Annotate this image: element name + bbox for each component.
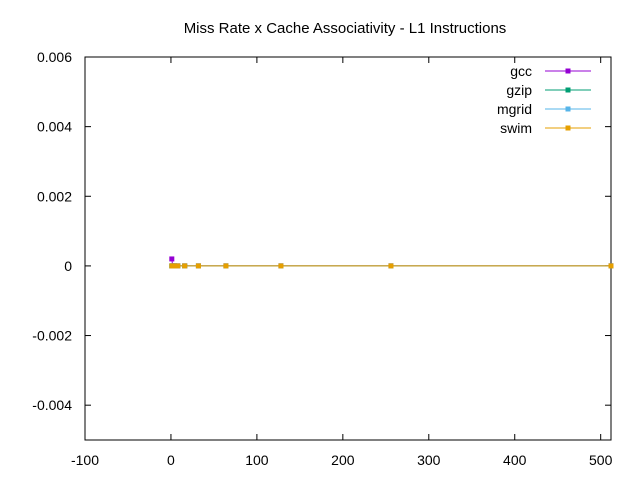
data-point-swim <box>278 263 284 269</box>
data-point-swim <box>182 263 188 269</box>
x-tick-label: 200 <box>331 452 355 468</box>
data-point-swim <box>223 263 229 269</box>
legend-label-swim: swim <box>500 120 532 136</box>
x-tick-label: -100 <box>71 452 99 468</box>
x-tick-label: 0 <box>167 452 175 468</box>
data-point-swim <box>195 263 201 269</box>
series-layer <box>169 256 614 269</box>
plot-frame <box>84 56 612 441</box>
axes: -100 0 100 200 300 400 500 -0.004 -0.002 0 0.002 0.… <box>32 49 612 468</box>
y-tick-label: 0.004 <box>37 119 72 135</box>
legend-marker-mgrid <box>565 106 571 112</box>
y-tick-label: 0.002 <box>37 188 72 204</box>
y-tick-label: 0 <box>64 258 72 274</box>
y-tick-label: 0.006 <box>37 49 72 65</box>
y-tick-label: -0.004 <box>32 397 72 413</box>
data-point-swim <box>175 263 181 269</box>
chart-title: Miss Rate x Cache Associativity - L1 Ins… <box>184 20 507 37</box>
legend-marker-swim <box>565 125 571 131</box>
data-point-gcc <box>169 256 175 262</box>
x-tick-label: 400 <box>503 452 527 468</box>
data-point-swim <box>388 263 394 269</box>
legend-marker-gcc <box>565 68 571 74</box>
legend-label-gcc: gcc <box>510 63 532 79</box>
x-tick-label: 500 <box>589 452 613 468</box>
data-point-swim <box>608 263 614 269</box>
data-point-swim <box>171 263 177 269</box>
legend-marker-gzip <box>565 87 571 93</box>
y-tick-label: -0.002 <box>32 328 72 344</box>
legend-label-mgrid: mgrid <box>497 101 532 117</box>
x-tick-label: 300 <box>417 452 441 468</box>
legend: gcc gzip mgrid swim <box>497 63 591 136</box>
series-swim <box>169 263 614 269</box>
x-tick-label: 100 <box>245 452 269 468</box>
legend-label-gzip: gzip <box>506 82 532 98</box>
